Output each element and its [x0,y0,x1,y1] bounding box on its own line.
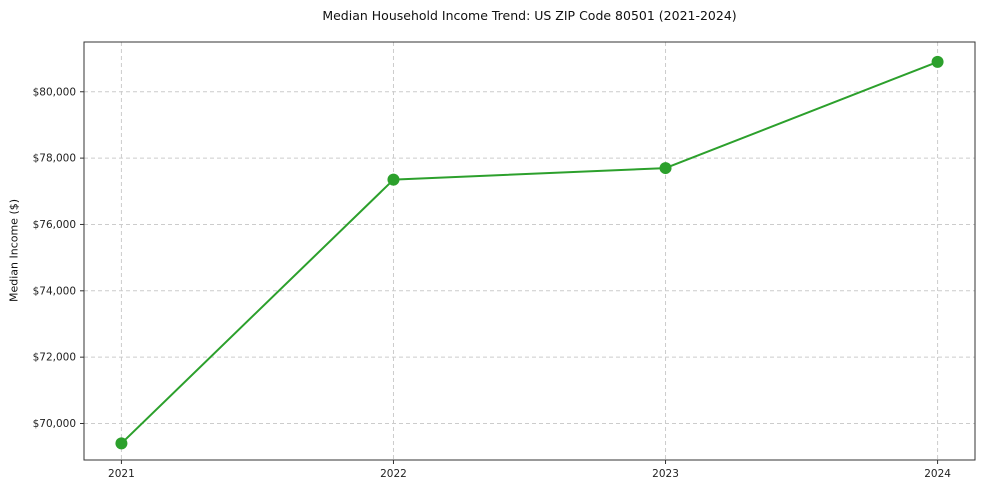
svg-text:$76,000: $76,000 [33,219,76,231]
chart-title: Median Household Income Trend: US ZIP Co… [322,8,737,23]
svg-text:2023: 2023 [652,468,679,480]
plot-border [83,41,976,461]
income-line-series [120,60,938,445]
svg-text:2024: 2024 [924,468,951,480]
svg-text:$80,000: $80,000 [33,86,76,98]
svg-text:$72,000: $72,000 [33,352,76,364]
svg-text:2022: 2022 [380,468,407,480]
svg-text:$74,000: $74,000 [33,285,76,297]
axis-tick-marks [80,91,939,464]
svg-text:2021: 2021 [108,468,135,480]
svg-text:$78,000: $78,000 [33,153,76,165]
y-axis-tick-labels: $70,000 $72,000 $74,000 $76,000 $78,000 $80,0… [33,86,76,430]
svg-text:$70,000: $70,000 [33,418,76,430]
x-axis-tick-labels: 2021 2022 2023 2024 [108,468,951,480]
income-data-points [115,55,944,450]
gridlines [84,42,975,460]
